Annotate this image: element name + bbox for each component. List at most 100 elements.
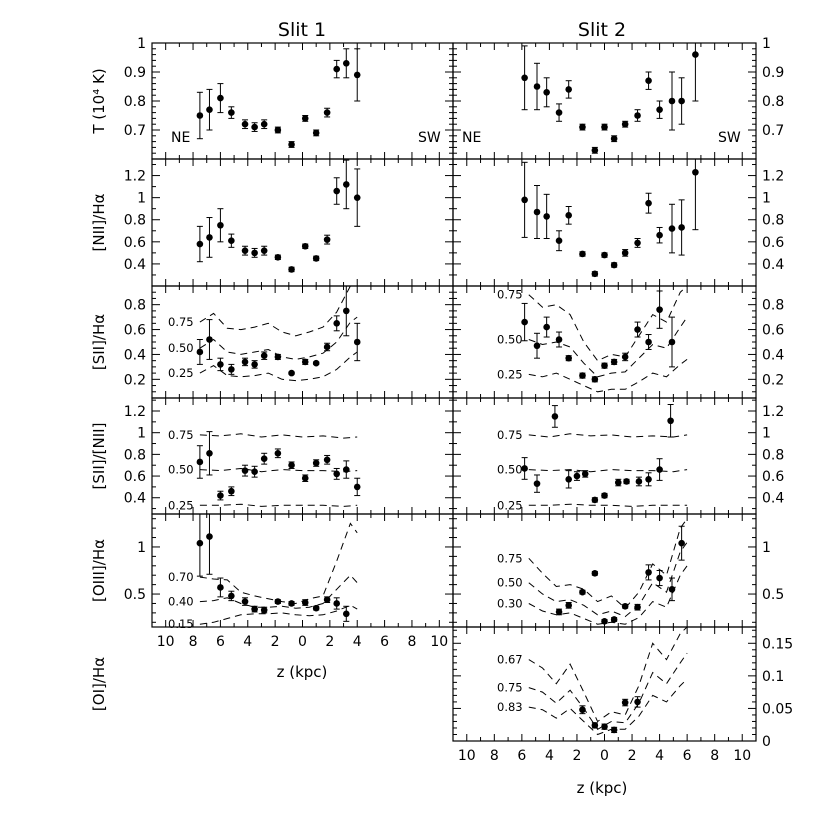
data-point bbox=[621, 353, 629, 361]
model-curves bbox=[199, 285, 688, 736]
column-title-slit-1: Slit 1 bbox=[278, 19, 326, 41]
x-tick-label: 10 bbox=[733, 748, 751, 764]
data-point bbox=[196, 348, 204, 356]
data-point bbox=[241, 467, 249, 474]
data-point bbox=[555, 608, 563, 616]
x-tick-label: 8 bbox=[189, 634, 198, 650]
y-tick-label: 0.5 bbox=[762, 587, 784, 603]
data-point bbox=[668, 97, 676, 105]
data-point bbox=[521, 74, 528, 82]
data-point bbox=[288, 369, 295, 377]
y-axis-label: [NII]/Hα bbox=[90, 193, 108, 251]
data-point bbox=[241, 120, 249, 128]
data-point bbox=[521, 196, 528, 204]
data-point bbox=[260, 455, 268, 463]
curve-label: 0.75 bbox=[168, 428, 194, 442]
y-tick-label: 1 bbox=[762, 36, 771, 52]
y-tick-label: 0.1 bbox=[762, 669, 784, 685]
data-point bbox=[323, 343, 331, 351]
y-axis-label: [OI]/Hα bbox=[90, 657, 108, 711]
y-tick-label: 1 bbox=[137, 36, 146, 52]
data-point bbox=[353, 71, 361, 79]
curve-label: 0.50 bbox=[497, 576, 523, 590]
data-point bbox=[610, 726, 618, 734]
data-point bbox=[656, 306, 663, 313]
data-point bbox=[621, 120, 629, 128]
data-point bbox=[645, 476, 652, 483]
data-point bbox=[533, 83, 541, 90]
data-point bbox=[614, 479, 622, 486]
data-point bbox=[565, 354, 572, 362]
data-point bbox=[260, 247, 268, 254]
data-point bbox=[645, 199, 652, 207]
data-point bbox=[579, 372, 586, 379]
corner-label-sw-slit-2: SW bbox=[718, 130, 741, 146]
curve-label: 0.67 bbox=[497, 653, 523, 667]
data-point bbox=[251, 361, 258, 368]
curve-label: 0.30 bbox=[497, 596, 523, 610]
data-point bbox=[565, 212, 572, 219]
x-tick-label: 2 bbox=[628, 748, 637, 764]
data-point bbox=[555, 336, 563, 343]
curve-label: 0.50 bbox=[497, 333, 523, 347]
y-tick-label: 1.2 bbox=[762, 404, 784, 420]
data-point bbox=[196, 539, 204, 547]
data-point bbox=[656, 231, 663, 239]
x-axis-label-slit-2: z (kpc) bbox=[577, 779, 628, 797]
curve-label: 0.25 bbox=[168, 498, 194, 512]
model-curve bbox=[199, 285, 358, 337]
y-tick-label: 0.8 bbox=[762, 447, 784, 463]
y-tick-label: 0.6 bbox=[124, 323, 146, 339]
y-tick-label: 0.9 bbox=[124, 65, 146, 81]
data-point bbox=[301, 115, 309, 122]
y-tick-label: 0.15 bbox=[762, 636, 793, 652]
data-point bbox=[288, 266, 295, 273]
y-axis-label: [SII]/Hα bbox=[90, 314, 108, 370]
corner-label-ne-slit-1: NE bbox=[171, 130, 190, 146]
curve-label: 0.15 bbox=[168, 617, 194, 631]
data-point bbox=[206, 449, 213, 457]
y-tick-label: 0.8 bbox=[762, 94, 784, 110]
data-point bbox=[323, 109, 331, 116]
data-point bbox=[342, 60, 350, 67]
x-tick-label: 8 bbox=[407, 634, 416, 650]
x-tick-label: 2 bbox=[572, 748, 581, 764]
y-tick-label: 0.6 bbox=[124, 469, 146, 485]
model-curve bbox=[528, 469, 688, 473]
x-tick-label: 8 bbox=[710, 748, 719, 764]
data-point bbox=[342, 610, 350, 618]
data-point bbox=[301, 599, 309, 606]
data-point bbox=[645, 338, 652, 346]
data-point bbox=[217, 361, 224, 368]
data-point bbox=[645, 77, 652, 84]
data-point bbox=[333, 65, 341, 73]
data-point bbox=[601, 251, 608, 259]
data-point bbox=[610, 261, 618, 269]
data-point bbox=[667, 417, 674, 425]
data-point bbox=[521, 318, 528, 326]
data-point bbox=[228, 592, 235, 600]
data-point bbox=[342, 181, 350, 188]
data-point bbox=[260, 352, 268, 359]
x-tick-label: 6 bbox=[380, 634, 389, 650]
data-point bbox=[591, 376, 599, 383]
data-point bbox=[601, 123, 608, 131]
x-tick-label: 8 bbox=[490, 748, 499, 764]
data-point bbox=[342, 307, 350, 315]
curve-label: 0.75 bbox=[497, 428, 523, 442]
data-point bbox=[206, 336, 213, 343]
x-tick-label: 6 bbox=[216, 634, 225, 650]
y-axis-label: [OIII]/Hα bbox=[90, 539, 108, 602]
x-tick-label: 10 bbox=[157, 634, 175, 650]
curve-label: 0.75 bbox=[497, 681, 523, 695]
data-point bbox=[206, 234, 213, 241]
panel-frame bbox=[151, 513, 454, 628]
y-axis-label: [SII]/[NII] bbox=[90, 423, 108, 490]
y-tick-label: 0.05 bbox=[762, 701, 793, 717]
data-point bbox=[312, 359, 320, 367]
panel-frame bbox=[452, 42, 757, 160]
data-point bbox=[610, 135, 618, 142]
y-tick-label: 0.9 bbox=[762, 65, 784, 81]
x-axis-label-slit-1: z (kpc) bbox=[277, 663, 328, 681]
data-point bbox=[323, 236, 331, 243]
